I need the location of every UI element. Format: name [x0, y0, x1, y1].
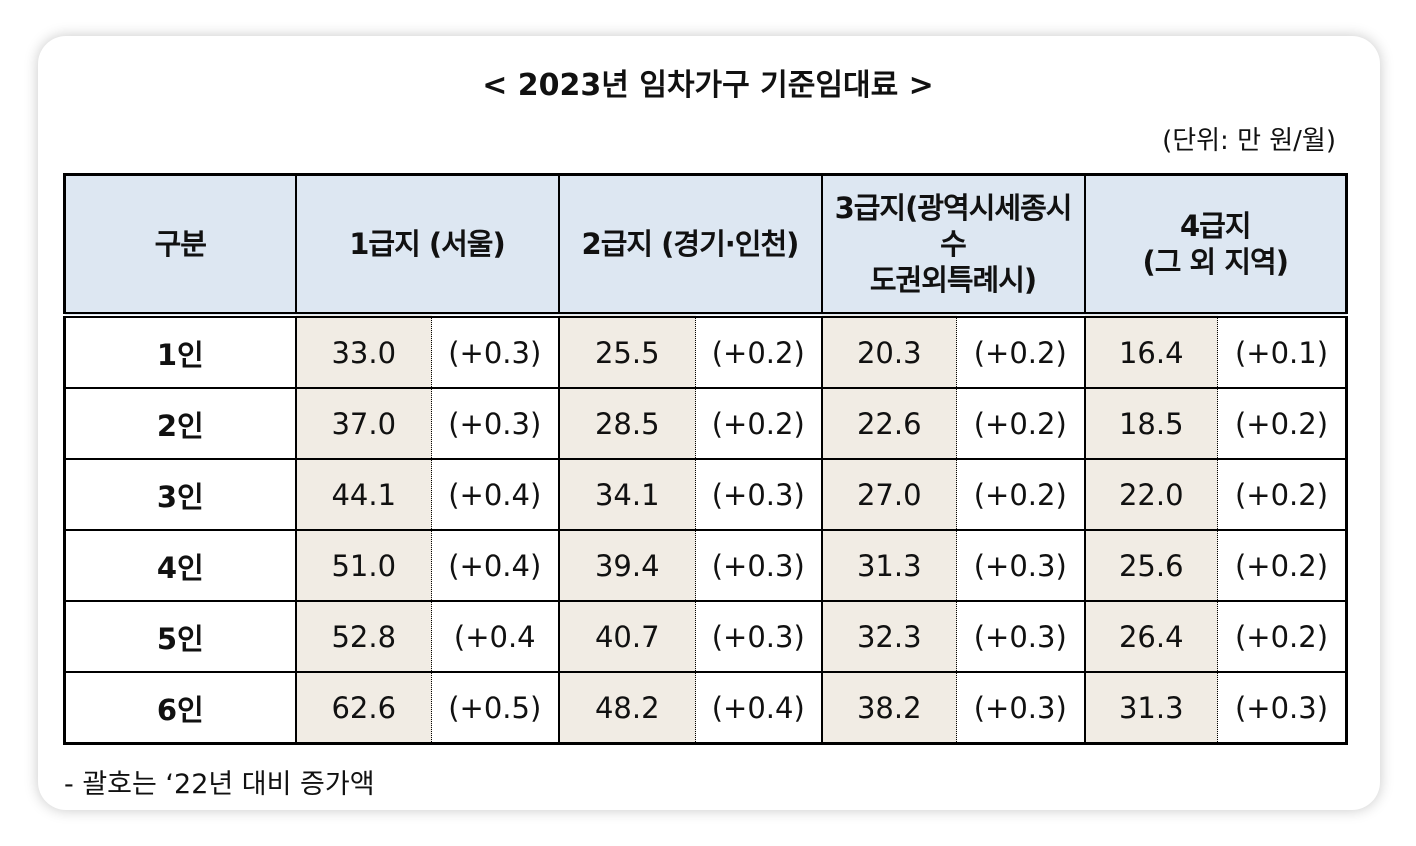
column-header: 구분 — [63, 173, 297, 318]
rent-change: (+0.2) — [695, 314, 823, 389]
rent-value: 26.4 — [1083, 600, 1218, 673]
rent-value: 27.0 — [820, 458, 957, 531]
title: < 2023년 임차가구 기준임대료 > — [482, 68, 934, 103]
rent-change: (+0.3) — [695, 458, 823, 531]
rent-change: (+0.2) — [695, 387, 823, 460]
row-label: 2인 — [63, 387, 297, 460]
rent-value: 32.3 — [820, 600, 957, 673]
rent-value: 25.5 — [557, 314, 696, 389]
header-text: 3급지(광역시세종시수 — [834, 191, 1073, 261]
rent-value: 18.5 — [1083, 387, 1218, 460]
row-label: 3인 — [63, 458, 297, 531]
data-row: 2인 37.0 (+0.3) 28.5 (+0.2) 22.6 (+0.2) 18.5 (+0.… — [63, 387, 1348, 460]
rent-value: 31.3 — [1083, 671, 1218, 745]
rent-value: 37.0 — [294, 387, 432, 460]
row-label: 5인 — [63, 600, 297, 673]
rent-value: 31.3 — [820, 529, 957, 602]
table-body: 1인 33.0 (+0.3) 25.5 (+0.2) 20.3 (+0.2) 16.4 (+0.… — [63, 314, 1348, 745]
rent-change: (+0.3) — [695, 600, 823, 673]
rent-change: (+0.2) — [956, 458, 1086, 531]
header-text: 구분 — [154, 227, 207, 261]
rent-value: 39.4 — [557, 529, 696, 602]
header-text: (그 외 지역) — [1142, 245, 1289, 279]
column-header: 4급지 (그 외 지역) — [1083, 173, 1348, 318]
rent-change: (+0.3) — [431, 314, 560, 389]
row-label: 4인 — [63, 529, 297, 602]
header-text: 1급지 (서울) — [349, 227, 506, 261]
column-header: 3급지(광역시세종시수 도권외특례시) — [820, 173, 1086, 318]
rent-change: (+0.3) — [956, 671, 1086, 745]
rent-change: (+0.2) — [956, 387, 1086, 460]
row-label: 1인 — [63, 314, 297, 389]
rent-change: (+0.4) — [431, 529, 560, 602]
rent-change: (+0.2) — [1217, 387, 1348, 460]
rent-change: (+0.3) — [695, 529, 823, 602]
rent-value: 44.1 — [294, 458, 432, 531]
header-row: 구분 1급지 (서울) 2급지 (경기·인천) 3급지(광역시세종시수 도권외특례시) 4… — [63, 173, 1348, 318]
header-text: 4급지 — [1179, 209, 1252, 243]
rent-value: 33.0 — [294, 314, 432, 389]
rent-value: 28.5 — [557, 387, 696, 460]
header-text: 도권외특례시) — [869, 263, 1037, 297]
rent-change: (+0.3) — [956, 600, 1086, 673]
rent-value: 40.7 — [557, 600, 696, 673]
rent-value: 38.2 — [820, 671, 957, 745]
rent-change: (+0.3) — [431, 387, 560, 460]
rent-value: 62.6 — [294, 671, 432, 745]
footnote: - 괄호는 ‘22년 대비 증가액 — [64, 769, 375, 800]
rent-change: (+0.4) — [431, 458, 560, 531]
header-text: 2급지 (경기·인천) — [581, 227, 800, 261]
rent-value: 22.0 — [1083, 458, 1218, 531]
rent-value: 25.6 — [1083, 529, 1218, 602]
rent-table: 구분 1급지 (서울) 2급지 (경기·인천) 3급지(광역시세종시수 도권외특례시) 4… — [63, 173, 1348, 745]
rent-change: (+0.3) — [956, 529, 1086, 602]
rent-value: 16.4 — [1083, 314, 1218, 389]
column-header: 2급지 (경기·인천) — [557, 173, 823, 318]
rent-value: 51.0 — [294, 529, 432, 602]
column-header: 1급지 (서울) — [294, 173, 560, 318]
data-row: 5인 52.8 (+0.4 40.7 (+0.3) 32.3 (+0.3) 26.4 (+0.2… — [63, 600, 1348, 673]
data-row: 6인 62.6 (+0.5) 48.2 (+0.4) 38.2 (+0.3) 31.3 (+0.… — [63, 671, 1348, 745]
rent-change: (+0.2) — [1217, 600, 1348, 673]
rent-value: 48.2 — [557, 671, 696, 745]
rent-change: (+0.2) — [956, 314, 1086, 389]
rent-change: (+0.3) — [1217, 671, 1348, 745]
row-label: 6인 — [63, 671, 297, 745]
rent-value: 34.1 — [557, 458, 696, 531]
rent-value: 22.6 — [820, 387, 957, 460]
rent-value: 20.3 — [820, 314, 957, 389]
rent-change: (+0.5) — [431, 671, 560, 745]
data-row: 4인 51.0 (+0.4) 39.4 (+0.3) 31.3 (+0.3) 25.6 (+0.… — [63, 529, 1348, 602]
rent-change: (+0.2) — [1217, 458, 1348, 531]
rent-change: (+0.4) — [695, 671, 823, 745]
rent-change: (+0.2) — [1217, 529, 1348, 602]
rent-value: 52.8 — [294, 600, 432, 673]
rent-change: (+0.4 — [431, 600, 560, 673]
rent-change: (+0.1) — [1217, 314, 1348, 389]
data-row: 3인 44.1 (+0.4) 34.1 (+0.3) 27.0 (+0.2) 22.0 (+0.… — [63, 458, 1348, 531]
unit: (단위: 만 원/월) — [1162, 126, 1336, 156]
data-row: 1인 33.0 (+0.3) 25.5 (+0.2) 20.3 (+0.2) 16.4 (+0.… — [63, 314, 1348, 389]
